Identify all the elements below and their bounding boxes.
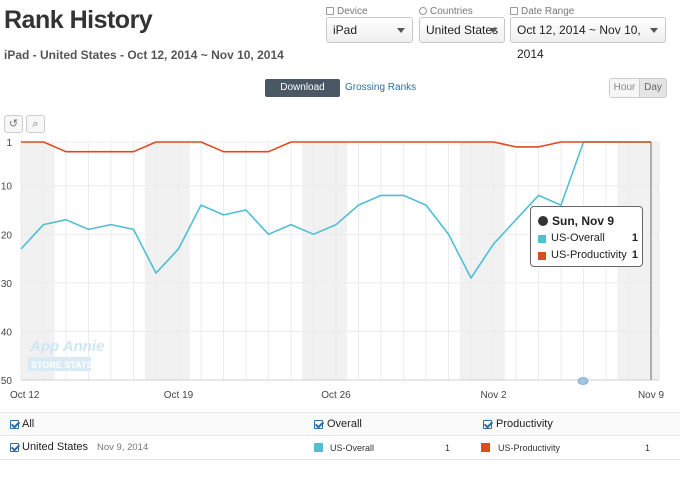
- legend-date: Nov 9, 2014: [97, 442, 149, 453]
- watermark-text: App Annie: [29, 338, 104, 355]
- y-tick-label: 1: [6, 138, 12, 149]
- device-select[interactable]: iPad: [326, 17, 413, 43]
- y-tick-label: 40: [1, 327, 13, 338]
- globe-icon: [419, 7, 427, 15]
- y-tick-label: 10: [1, 182, 13, 193]
- overall-checkbox[interactable]: [314, 420, 323, 429]
- series-line-us-overall: [20, 141, 651, 279]
- x-tick-label: Oct 26: [321, 390, 351, 401]
- chevron-down-icon: [397, 28, 405, 33]
- tooltip-row: US-Productivity 1: [538, 249, 638, 263]
- zoom-button[interactable]: ⌕: [26, 115, 45, 133]
- productivity-series-value: 1: [645, 443, 651, 453]
- globe-icon: [538, 216, 548, 226]
- weekend-band: [21, 142, 55, 380]
- x-tick-label: Oct 12: [10, 390, 40, 401]
- watermark-text: STORE STATS: [31, 360, 93, 370]
- series-line-us-productivity: [21, 141, 651, 153]
- granularity-day-button[interactable]: Day: [639, 78, 667, 98]
- date-range-label: Date Range: [510, 6, 574, 17]
- date-range-select[interactable]: Oct 12, 2014 ~ Nov 10, 2014: [510, 17, 666, 61]
- y-tick-label: 50: [1, 376, 13, 387]
- x-tick-label: Oct 19: [164, 390, 194, 401]
- overall-label: Overall: [327, 418, 362, 430]
- page-subtitle: iPad - United States - Oct 12, 2014 ~ No…: [4, 48, 284, 62]
- tab-download-ranks[interactable]: Download Ranks: [265, 79, 340, 111]
- device-icon: [326, 7, 334, 15]
- y-tick-label: 20: [1, 230, 13, 241]
- y-tick-label: 30: [1, 279, 13, 290]
- tooltip-row: US-Overall 1: [538, 232, 638, 246]
- granularity-hour-button[interactable]: Hour: [609, 78, 640, 98]
- tooltip-title: Sun, Nov 9: [538, 214, 614, 228]
- event-marker-icon: [577, 377, 589, 385]
- productivity-checkbox[interactable]: [483, 420, 492, 429]
- chevron-down-icon: [650, 28, 658, 33]
- calendar-icon: [510, 7, 518, 15]
- country-label: United States: [22, 441, 89, 453]
- productivity-swatch: [481, 443, 490, 452]
- tab-grossing-ranks[interactable]: Grossing Ranks: [345, 82, 417, 93]
- rank-chart[interactable]: 1 10 20 30 40 50 App Annie STORE STATS Oct 12 Oct…: [0, 135, 680, 410]
- legend-row: United States Nov 9, 2014 US-Overall 1 U…: [0, 436, 680, 460]
- chart-tooltip: Sun, Nov 9 US-Overall 1 US-Productivity …: [530, 206, 643, 267]
- all-label: All: [22, 418, 35, 430]
- series-swatch: [538, 235, 546, 243]
- reset-zoom-button[interactable]: ↺: [4, 115, 23, 133]
- productivity-label: Productivity: [496, 418, 553, 430]
- weekend-band: [302, 142, 348, 380]
- zoom-icon: ⌕: [32, 118, 39, 130]
- x-tick-label: Nov 9: [638, 390, 665, 401]
- overall-swatch: [314, 443, 323, 452]
- x-tick-label: Nov 2: [480, 390, 507, 401]
- page-title: Rank History: [4, 6, 153, 34]
- productivity-series-name: US-Productivity: [498, 443, 561, 453]
- series-swatch: [538, 252, 546, 260]
- overall-series-value: 1: [445, 443, 451, 453]
- all-checkbox[interactable]: [10, 420, 19, 429]
- country-checkbox[interactable]: [10, 443, 19, 452]
- countries-select[interactable]: United States: [419, 17, 505, 43]
- reset-icon: ↺: [8, 118, 19, 130]
- watermark-band: [28, 357, 91, 371]
- chevron-down-icon: [489, 28, 497, 33]
- legend-header: All Overall Productivity: [0, 412, 680, 436]
- countries-label: Countries: [419, 6, 473, 17]
- device-label: Device: [326, 6, 368, 17]
- overall-series-name: US-Overall: [330, 443, 375, 453]
